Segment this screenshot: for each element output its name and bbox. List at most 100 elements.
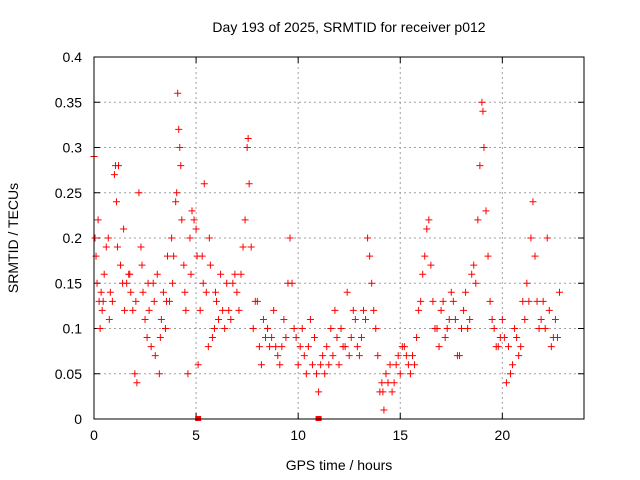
data-point: [290, 325, 298, 332]
data-point: [484, 252, 492, 260]
data-point: [247, 243, 255, 251]
data-point: [500, 334, 508, 342]
data-point: [333, 334, 341, 342]
y-axis-label: SRMTID / TECUs: [5, 183, 21, 293]
data-point: [537, 315, 545, 323]
data-point: [105, 315, 113, 323]
data-point: [423, 225, 431, 233]
data-point: [357, 334, 365, 342]
data-point: [180, 261, 188, 269]
data-point: [113, 243, 121, 251]
data-point: [366, 252, 374, 260]
data-point: [343, 288, 351, 296]
plot-frame: [93, 56, 585, 420]
data-point: [169, 279, 177, 287]
data-point: [292, 334, 300, 342]
data-point: [286, 234, 294, 242]
data-point: [527, 234, 535, 242]
data-point: [394, 352, 402, 360]
data-point: [329, 352, 337, 360]
data-point: [547, 343, 555, 351]
x-tick-labels: 0 5 10 15 20: [90, 427, 510, 443]
data-point: [443, 325, 451, 332]
data-point: [335, 361, 343, 369]
data-point: [259, 315, 267, 323]
data-point: [402, 352, 410, 360]
data-point: [270, 306, 278, 314]
data-point: [490, 325, 498, 332]
data-point: [200, 180, 208, 188]
data-point: [364, 234, 372, 242]
data-point: [147, 343, 155, 351]
data-point: [304, 343, 312, 351]
data-point: [300, 352, 308, 360]
data-point: [472, 279, 480, 287]
data-point: [162, 297, 170, 305]
data-point: [317, 361, 325, 369]
data-point: [556, 288, 563, 296]
data-point: [288, 279, 296, 287]
data-point: [396, 370, 404, 378]
data-point: [255, 343, 263, 351]
data-point: [249, 325, 257, 332]
data-point: [175, 125, 183, 133]
data-point: [188, 207, 196, 215]
data-point: [474, 216, 482, 224]
data-point: [127, 288, 135, 296]
data-point: [388, 388, 396, 396]
data-point: [445, 315, 453, 323]
data-point: [132, 297, 140, 305]
data-point: [211, 288, 219, 296]
data-point: [435, 343, 443, 351]
data-point: [462, 288, 470, 296]
data-point: [110, 171, 118, 179]
data-point: [129, 306, 137, 314]
data-point: [272, 343, 280, 351]
data-point: [449, 297, 457, 305]
data-point: [215, 315, 223, 323]
data-point: [498, 315, 506, 323]
data-point: [190, 216, 198, 224]
data-point: [223, 279, 231, 287]
data-point: [217, 270, 225, 278]
data-point: [133, 379, 141, 387]
y-tick-label: 0.05: [55, 366, 82, 382]
data-point: [202, 288, 210, 296]
data-point: [411, 361, 419, 369]
data-point: [120, 225, 128, 233]
data-point: [404, 361, 412, 369]
data-point: [419, 270, 427, 278]
data-point: [478, 98, 486, 106]
data-point: [178, 216, 186, 224]
data-point: [221, 325, 229, 332]
y-tick-label: 0.35: [55, 94, 82, 110]
data-point: [392, 361, 400, 369]
data-point: [91, 234, 99, 242]
data-point: [262, 334, 269, 342]
data-point: [345, 352, 353, 360]
data-point: [517, 343, 525, 351]
data-point: [156, 334, 164, 342]
data-point: [323, 343, 331, 351]
data-point: [409, 352, 416, 360]
data-point: [302, 370, 310, 378]
data-point: [112, 198, 120, 206]
data-point: [106, 288, 114, 296]
data-point: [529, 198, 537, 206]
y-tick-label: 0: [74, 411, 82, 427]
data-point: [117, 261, 125, 269]
data-point: [325, 361, 333, 369]
data-point: [370, 306, 378, 314]
data-point: [470, 261, 478, 269]
data-point: [521, 315, 529, 323]
data-point: [115, 162, 122, 170]
data-point: [184, 370, 192, 378]
data-point: [155, 370, 163, 378]
data-point: [447, 288, 455, 296]
data-point: [545, 306, 553, 314]
data-point: [378, 379, 386, 387]
data-point: [451, 315, 459, 323]
data-point: [479, 107, 487, 115]
data-point: [227, 315, 235, 323]
